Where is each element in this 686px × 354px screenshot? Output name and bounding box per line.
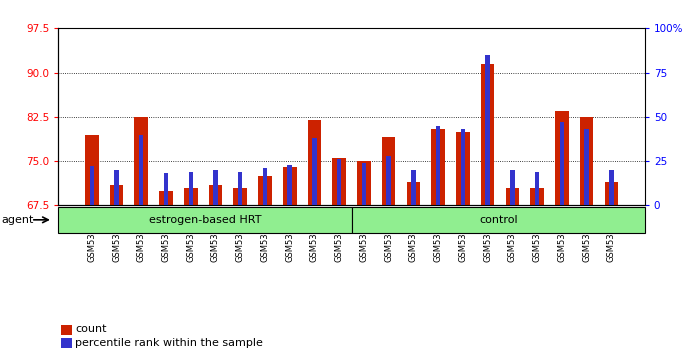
Text: percentile rank within the sample: percentile rank within the sample <box>75 338 263 348</box>
Bar <box>530 188 544 205</box>
Bar <box>386 156 391 205</box>
Bar <box>560 122 564 205</box>
Bar <box>486 55 490 205</box>
Bar <box>238 172 242 205</box>
Bar <box>456 132 470 205</box>
Bar <box>184 188 198 205</box>
Bar <box>604 182 618 205</box>
Bar <box>362 163 366 205</box>
Bar <box>263 168 268 205</box>
Text: count: count <box>75 324 107 334</box>
Bar <box>139 135 143 205</box>
Bar <box>159 190 173 205</box>
Bar <box>337 159 342 205</box>
Bar <box>90 166 94 205</box>
Bar <box>287 165 292 205</box>
Bar <box>283 167 296 205</box>
Text: estrogen-based HRT: estrogen-based HRT <box>149 215 261 225</box>
Bar <box>189 172 193 205</box>
Bar <box>555 111 569 205</box>
Bar <box>382 137 396 205</box>
Bar <box>258 176 272 205</box>
Bar <box>333 158 346 205</box>
Bar <box>510 170 514 205</box>
Bar <box>609 170 613 205</box>
Bar <box>85 135 99 205</box>
Bar <box>134 117 148 205</box>
Bar <box>115 170 119 205</box>
Text: control: control <box>479 215 517 225</box>
Bar <box>312 138 317 205</box>
Bar <box>506 188 519 205</box>
Bar <box>307 120 321 205</box>
Bar <box>407 182 421 205</box>
Bar <box>584 129 589 205</box>
Text: agent: agent <box>1 215 34 225</box>
Bar <box>461 129 465 205</box>
Bar <box>411 170 416 205</box>
Bar <box>233 188 247 205</box>
Bar <box>436 126 440 205</box>
Bar <box>431 129 445 205</box>
Bar <box>209 185 222 205</box>
Bar <box>164 173 168 205</box>
Bar <box>580 117 593 205</box>
Bar <box>213 170 217 205</box>
Bar <box>481 64 495 205</box>
Bar <box>357 161 370 205</box>
Bar <box>535 172 539 205</box>
Bar <box>110 185 123 205</box>
